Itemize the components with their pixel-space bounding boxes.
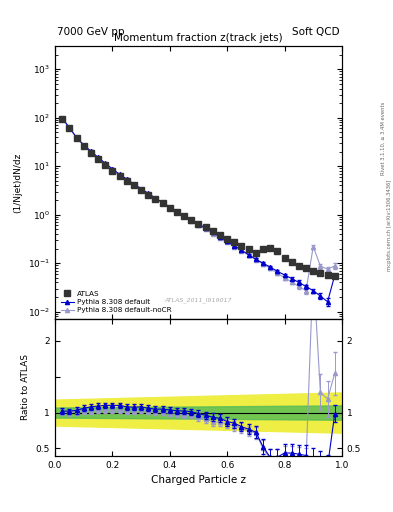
Text: mcplots.cern.ch [arXiv:1306.3436]: mcplots.cern.ch [arXiv:1306.3436] bbox=[387, 180, 391, 271]
Legend: ATLAS, Pythia 8.308 default, Pythia 8.308 default-noCR: ATLAS, Pythia 8.308 default, Pythia 8.30… bbox=[59, 289, 174, 315]
Text: Rivet 3.1.10, ≥ 3.4M events: Rivet 3.1.10, ≥ 3.4M events bbox=[381, 101, 386, 175]
Title: Momentum fraction z(track jets): Momentum fraction z(track jets) bbox=[114, 33, 283, 42]
Text: ATLAS_2011_I919017: ATLAS_2011_I919017 bbox=[165, 297, 232, 303]
Y-axis label: (1/Njet)dN/dz: (1/Njet)dN/dz bbox=[13, 153, 22, 213]
Text: 7000 GeV pp: 7000 GeV pp bbox=[57, 27, 125, 37]
Y-axis label: Ratio to ATLAS: Ratio to ATLAS bbox=[21, 354, 30, 420]
X-axis label: Charged Particle z: Charged Particle z bbox=[151, 475, 246, 485]
Text: Soft QCD: Soft QCD bbox=[292, 27, 340, 37]
